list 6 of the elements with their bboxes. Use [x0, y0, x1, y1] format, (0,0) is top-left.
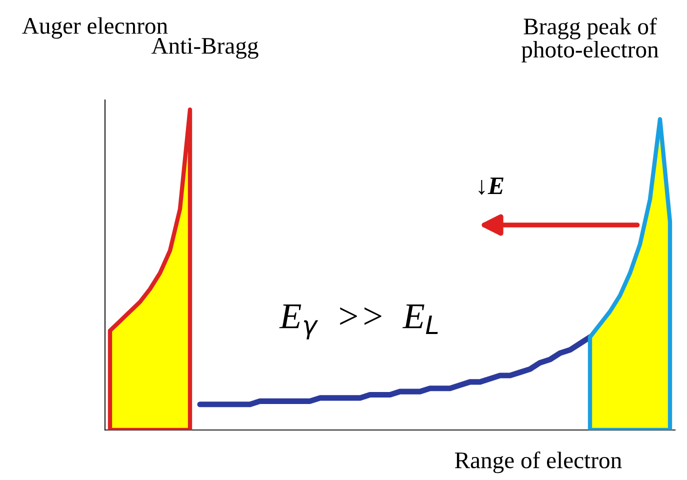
annotation: E$_{γ}$ >> E$_{L}$ — [279, 304, 438, 340]
text: Auger elecnron — [22, 17, 168, 39]
text: Anti-Bragg — [151, 38, 258, 59]
x-axis-title: Range of electron — [454, 451, 622, 474]
annotation: ↓E — [478, 178, 504, 195]
text: Bragg peak of photo-electron — [522, 18, 658, 62]
